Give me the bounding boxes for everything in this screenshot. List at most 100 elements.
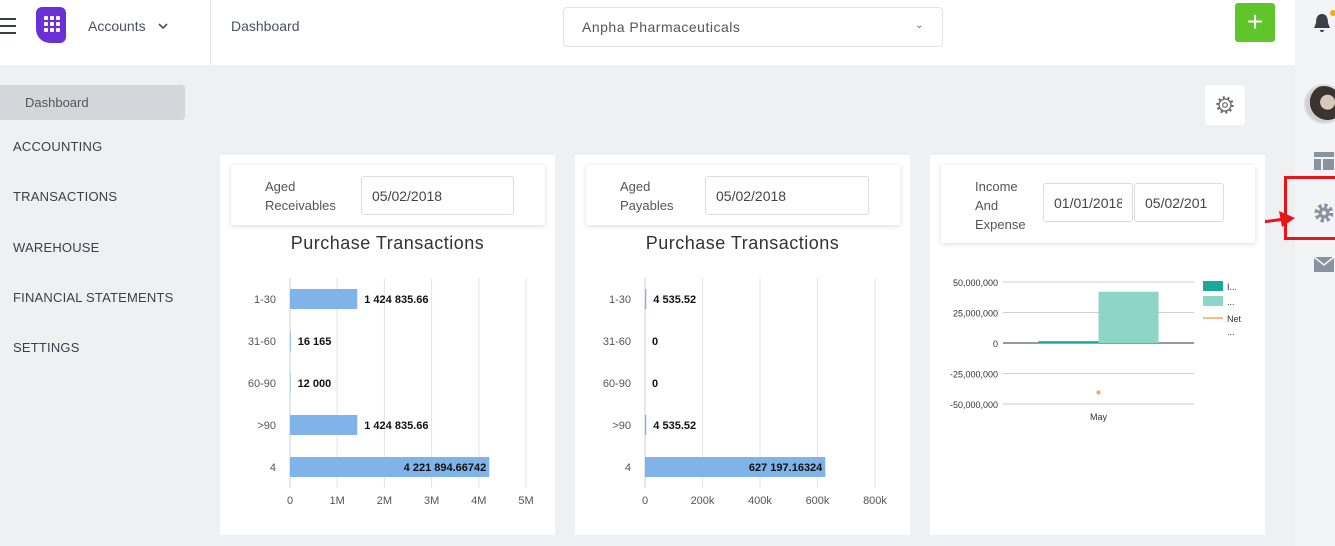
- x-tick-label: 800k: [863, 495, 887, 507]
- sidebar-item-financial-statements[interactable]: FINANCIAL STATEMENTS: [13, 290, 174, 305]
- y-tick-label: 4: [270, 462, 276, 474]
- data-label: 1 424 835.66: [364, 420, 428, 432]
- chart-title: Purchase Transactions: [645, 233, 840, 253]
- y-tick-label: >90: [257, 420, 276, 432]
- bar: [1038, 341, 1099, 344]
- data-label: 16 165: [298, 336, 332, 348]
- legend-swatch: [1203, 296, 1223, 306]
- x-tick-label: 0: [287, 495, 293, 507]
- topbar-divider: [210, 0, 211, 65]
- income-expense-chart: 50,000,000 25,000,000 0 -25,000,000 -50,000,…: [950, 278, 1242, 422]
- date-field[interactable]: [705, 176, 869, 215]
- y-tick-label: >90: [612, 420, 631, 432]
- bar: [1098, 291, 1159, 343]
- bar-chart: 0 200k 400k 600k 800k 1-30 4 535.52 31-60 0 60-90…: [603, 278, 887, 507]
- bell-icon[interactable]: [1312, 12, 1332, 34]
- add-button[interactable]: +: [1235, 3, 1275, 42]
- legend-label: ...: [1227, 297, 1235, 307]
- y-tick-label: 1-30: [609, 294, 631, 306]
- data-label: 0: [652, 378, 658, 390]
- x-tick-label: 200k: [691, 495, 715, 507]
- widget-label: Income And Expense: [975, 177, 1026, 234]
- widget-label: Aged Receivables: [265, 177, 336, 215]
- widget-label-line: Receivables: [265, 198, 336, 213]
- x-tick-label: 5M: [518, 495, 533, 507]
- sidebar-item-accounting[interactable]: ACCOUNTING: [13, 139, 103, 154]
- legend-label: I...: [1227, 282, 1237, 292]
- chart-title: Purchase Transactions: [290, 233, 485, 253]
- widget-header: Aged Payables: [586, 165, 900, 225]
- x-tick-label: 0: [642, 495, 648, 507]
- y-tick-label: 60-90: [603, 378, 631, 390]
- y-tick-label: 60-90: [248, 378, 276, 390]
- y-tick-label: 1-30: [254, 294, 276, 306]
- y-tick-label: -50,000,000: [950, 400, 998, 410]
- aged-payables-widget: Aged Payables Purchase Transactions 0 200…: [575, 155, 910, 535]
- bar: [645, 289, 647, 309]
- data-label: 4 535.52: [653, 294, 696, 306]
- y-tick-label: 25,000,000: [953, 309, 998, 319]
- sidebar-item-transactions[interactable]: TRANSACTIONS: [13, 189, 118, 204]
- bar: [290, 289, 358, 309]
- chevron-down-icon: ⌄: [915, 20, 924, 31]
- right-rail: [1295, 0, 1335, 546]
- legend-label: Net: [1227, 314, 1242, 324]
- widget-label: Aged Payables: [620, 177, 673, 215]
- gear-icon[interactable]: [1313, 202, 1335, 224]
- app-name: Accounts: [88, 18, 146, 34]
- bar: [290, 373, 291, 393]
- data-label: 4 221 894.66742: [404, 462, 487, 474]
- aged-receivables-widget: Aged Receivables Purchase Transactions 0…: [220, 155, 555, 535]
- y-tick-label: 4: [625, 462, 631, 474]
- data-label: 1 424 835.66: [364, 294, 428, 306]
- x-tick-label: 4M: [471, 495, 486, 507]
- sidebar-item-dashboard[interactable]: Dashboard: [0, 85, 185, 120]
- widget-header: Income And Expense: [941, 165, 1255, 243]
- company-select[interactable]: Anpha Pharmaceuticals ⌄: [563, 7, 943, 47]
- x-tick-label: 400k: [748, 495, 772, 507]
- widget-label-line: Aged: [620, 179, 651, 194]
- income-expense-widget: Income And Expense 50,000,000 25,000,000 0…: [930, 155, 1265, 535]
- y-tick-label: 31-60: [248, 336, 276, 348]
- x-tick-label: 600k: [806, 495, 830, 507]
- mail-icon[interactable]: [1313, 255, 1335, 273]
- company-select-value: Anpha Pharmaceuticals: [582, 19, 741, 35]
- sidebar-item-settings[interactable]: SETTINGS: [13, 340, 80, 355]
- avatar[interactable]: [1304, 84, 1335, 124]
- data-label: 0: [652, 336, 658, 348]
- x-tick-label: May: [1090, 412, 1108, 422]
- chevron-down-icon: [158, 22, 168, 29]
- net-point: [1096, 390, 1101, 395]
- breadcrumb: Dashboard: [231, 18, 300, 34]
- widget-label-line: Income: [975, 179, 1018, 194]
- x-tick-label: 2M: [377, 495, 392, 507]
- widget-header: Aged Receivables: [231, 165, 545, 225]
- y-tick-label: 31-60: [603, 336, 631, 348]
- legend-swatch: [1203, 281, 1223, 291]
- widget-label-line: Expense: [975, 217, 1026, 232]
- bar: [290, 457, 490, 477]
- date-from-field[interactable]: [1043, 183, 1133, 222]
- bar: [290, 415, 358, 435]
- date-to-field[interactable]: [1134, 183, 1224, 222]
- legend-label: ...: [1227, 327, 1235, 337]
- data-label: 4 535.52: [653, 420, 696, 432]
- dashboard-settings-button[interactable]: [1205, 85, 1245, 125]
- app-switcher[interactable]: Accounts: [88, 18, 168, 34]
- sidebar: Dashboard ACCOUNTING TRANSACTIONS WAREHO…: [0, 65, 200, 546]
- date-field[interactable]: [361, 176, 514, 215]
- x-tick-label: 1M: [330, 495, 345, 507]
- widget-label-line: Aged: [265, 179, 296, 194]
- data-label: 12 000: [298, 378, 332, 390]
- bar: [645, 457, 826, 477]
- y-tick-label: -25,000,000: [950, 370, 998, 380]
- sidebar-item-warehouse[interactable]: WAREHOUSE: [13, 240, 100, 255]
- x-tick-label: 3M: [424, 495, 439, 507]
- layout-icon[interactable]: [1313, 150, 1335, 172]
- app-logo[interactable]: [36, 7, 66, 43]
- widget-label-line: Payables: [620, 198, 674, 213]
- widget-label-line: And: [975, 198, 999, 213]
- notification-dot: [1330, 10, 1335, 16]
- gear-icon: [1216, 96, 1234, 114]
- menu-icon[interactable]: [0, 18, 16, 36]
